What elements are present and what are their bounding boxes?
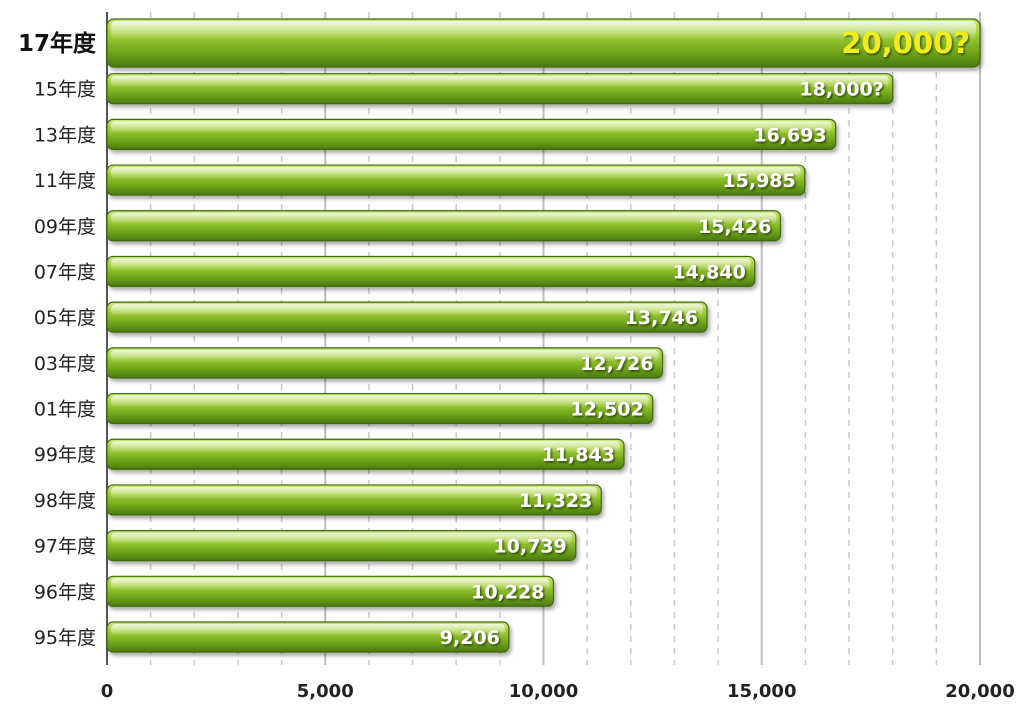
data-label: 12,502 <box>570 399 643 421</box>
x-tick-label: 5,000 <box>297 681 354 702</box>
category-label: 15年度 <box>34 79 96 101</box>
data-label: 13,746 <box>625 307 698 329</box>
category-label: 11年度 <box>34 170 96 192</box>
category-labels: 17年度 15年度 13年度 11年度 09年度 07年度 05年度 03年度 01年度 99年度… <box>18 30 97 649</box>
data-label: 10,739 <box>493 536 566 558</box>
bar-highlight <box>111 395 649 407</box>
category-label: 17年度 <box>18 30 97 57</box>
bars-group: 20,000? 18,000? 16,693 15,985 15,426 14,840 13… <box>106 18 981 653</box>
bar-highlight <box>111 578 550 590</box>
category-label: 05年度 <box>34 307 96 329</box>
data-label: 11,323 <box>519 490 592 512</box>
x-tick-label: 0 <box>101 681 114 702</box>
bar-highlight <box>111 21 976 40</box>
data-label: 18,000? <box>799 79 883 101</box>
data-label: 15,426 <box>698 216 771 238</box>
bar-group: 15,985 <box>106 164 806 196</box>
bar-group: 14,840 <box>106 255 756 288</box>
bar-group: 10,228 <box>106 575 555 607</box>
bar-highlight <box>111 532 572 545</box>
bar-group: 18,000? <box>106 73 894 105</box>
bar-group: 16,693 <box>106 118 837 150</box>
category-label: 01年度 <box>34 399 96 421</box>
bar-group: 11,323 <box>106 484 602 516</box>
data-label: 14,840 <box>672 261 745 283</box>
bar-highlight <box>111 167 801 179</box>
bar-highlight <box>111 486 598 499</box>
data-label: 11,843 <box>542 444 615 466</box>
category-label: 07年度 <box>34 261 96 283</box>
category-label: 96年度 <box>34 581 96 603</box>
bar-group: 13,746 <box>106 301 708 333</box>
bar-highlight <box>111 624 505 636</box>
category-label: 95年度 <box>34 627 96 649</box>
bar-group: 11,843 <box>106 438 625 470</box>
bar-group: 12,502 <box>106 392 654 425</box>
bar-highlight <box>111 349 659 362</box>
bar-group: 20,000? <box>106 18 981 68</box>
bar-group: 10,739 <box>106 530 577 562</box>
bar-highlight <box>111 258 751 270</box>
category-label: 98年度 <box>34 490 96 512</box>
x-axis-ticks: 0 5,000 10,000 15,000 20,000 <box>101 681 1015 702</box>
category-label: 99年度 <box>34 444 96 466</box>
data-label: 20,000? <box>841 26 970 60</box>
bar-group: 12,726 <box>106 347 664 379</box>
category-label: 09年度 <box>34 216 96 238</box>
grid-lines <box>106 12 981 665</box>
category-label: 97年度 <box>34 536 96 558</box>
bar-highlight <box>111 121 832 133</box>
x-tick-label: 10,000 <box>509 681 578 702</box>
data-label: 10,228 <box>471 581 544 603</box>
data-label: 9,206 <box>440 627 500 649</box>
category-label: 13年度 <box>34 124 96 146</box>
data-label: 12,726 <box>580 353 653 375</box>
x-tick-label: 20,000 <box>945 681 1014 702</box>
bar-group: 9,206 <box>106 621 510 653</box>
bar-highlight <box>111 212 777 225</box>
bar-highlight <box>111 75 889 88</box>
data-label: 15,985 <box>722 170 795 192</box>
bar-highlight <box>111 441 620 453</box>
bar-group: 15,426 <box>106 210 781 242</box>
category-label: 03年度 <box>34 353 96 375</box>
x-tick-label: 15,000 <box>727 681 796 702</box>
bar-highlight <box>111 304 704 316</box>
data-label: 16,693 <box>753 124 826 146</box>
